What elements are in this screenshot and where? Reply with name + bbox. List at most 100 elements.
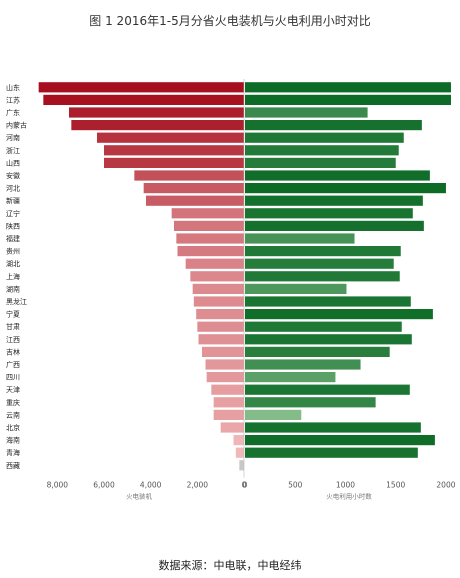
left-bar [171,208,244,219]
right-axis-label: 火电利用小时数 [326,492,372,501]
category-label: 内蒙古 [6,121,27,130]
category-label: 浙江 [6,146,20,155]
category-label: 陕西 [6,221,20,230]
category-label: 宁夏 [6,310,20,319]
right-bar [245,145,399,156]
category-label: 重庆 [6,398,20,407]
left-bar [233,435,244,446]
right-bar [245,94,451,105]
category-label: 黑龙江 [6,297,27,306]
left-bar [192,283,244,294]
category-label: 广东 [6,108,20,117]
left-bar [206,372,244,383]
right-bar [245,82,451,93]
category-label: 吉林 [6,347,20,356]
left-tick-label: 6,000 [93,481,115,490]
left-bar [134,170,244,181]
left-bar [38,82,244,93]
right-bar [245,283,347,294]
category-label: 西藏 [6,461,20,470]
left-tick-label: 2,000 [187,481,209,490]
chart-title: 图 1 2016年1-5月分省火电装机与火电利用小时对比 [89,14,371,28]
category-label: 江苏 [6,95,20,104]
category-label: 海南 [6,436,20,445]
left-bar [176,233,244,244]
category-label: 山东 [6,83,20,92]
left-bar [69,107,244,118]
left-tick-label: 4,000 [140,481,162,490]
right-bar [245,107,368,118]
category-label: 江西 [6,336,20,344]
right-bar [245,409,302,420]
category-label: 湖北 [6,259,20,268]
left-axis-label: 火电装机 [126,492,153,501]
category-label: 安徽 [6,171,20,180]
right-bar [245,157,396,168]
right-bar [245,220,424,231]
left-bar [220,422,244,433]
right-bar [245,346,390,357]
left-bar [205,359,244,370]
right-tick-label: 1500 [386,481,405,490]
left-bar [213,397,244,408]
right-bar [245,435,435,446]
right-bar [245,258,394,269]
left-bar [146,195,244,206]
left-bar [97,132,244,143]
right-bar [245,359,361,370]
right-tick-label: 2000 [436,481,455,490]
category-label: 新疆 [6,196,20,205]
left-bar [174,220,244,231]
right-bar [245,246,401,257]
left-bar [177,246,244,257]
category-label: 北京 [6,423,20,432]
category-label: 广西 [6,360,20,369]
category-label: 贵州 [6,247,20,256]
left-bar [104,157,244,168]
right-bar [245,309,433,320]
left-tick-label: 8,000 [47,481,69,490]
left-bar [213,409,244,420]
left-bar [43,94,245,105]
right-bar [245,334,412,345]
right-bar [245,170,430,181]
source-note: 数据来源：中电联，中电经纬 [158,559,302,572]
left-bar [198,334,244,345]
category-label: 上海 [6,272,20,281]
right-bar [245,132,404,143]
right-bar [245,233,355,244]
right-bar [245,208,413,219]
left-bar [211,384,244,395]
left-bar [193,296,244,307]
right-bar [245,422,421,433]
right-tick-label: 0 [243,481,248,490]
category-label: 山西 [6,158,20,167]
left-tick-label: 0 [242,481,247,490]
category-label: 福建 [6,234,20,243]
right-bar [245,372,336,383]
left-bar [185,258,244,269]
left-bar [143,183,244,194]
category-label: 天津 [6,386,20,394]
right-bar [245,120,422,131]
right-bar [245,397,376,408]
left-bar [104,145,244,156]
left-bar [235,447,244,458]
category-label: 四川 [6,374,20,382]
left-bar [197,321,244,332]
category-label: 河北 [6,185,20,193]
left-bar [196,309,244,320]
left-bar [190,271,244,282]
category-label: 辽宁 [6,209,20,218]
right-bar [245,384,410,395]
right-bar [245,447,418,458]
right-bar [245,296,411,307]
left-bar [239,460,244,471]
left-bar [202,346,244,357]
right-bar [245,183,446,194]
category-label: 云南 [6,410,20,419]
category-label: 河南 [6,133,20,142]
right-tick-label: 500 [288,481,303,490]
category-label: 青海 [6,448,20,457]
